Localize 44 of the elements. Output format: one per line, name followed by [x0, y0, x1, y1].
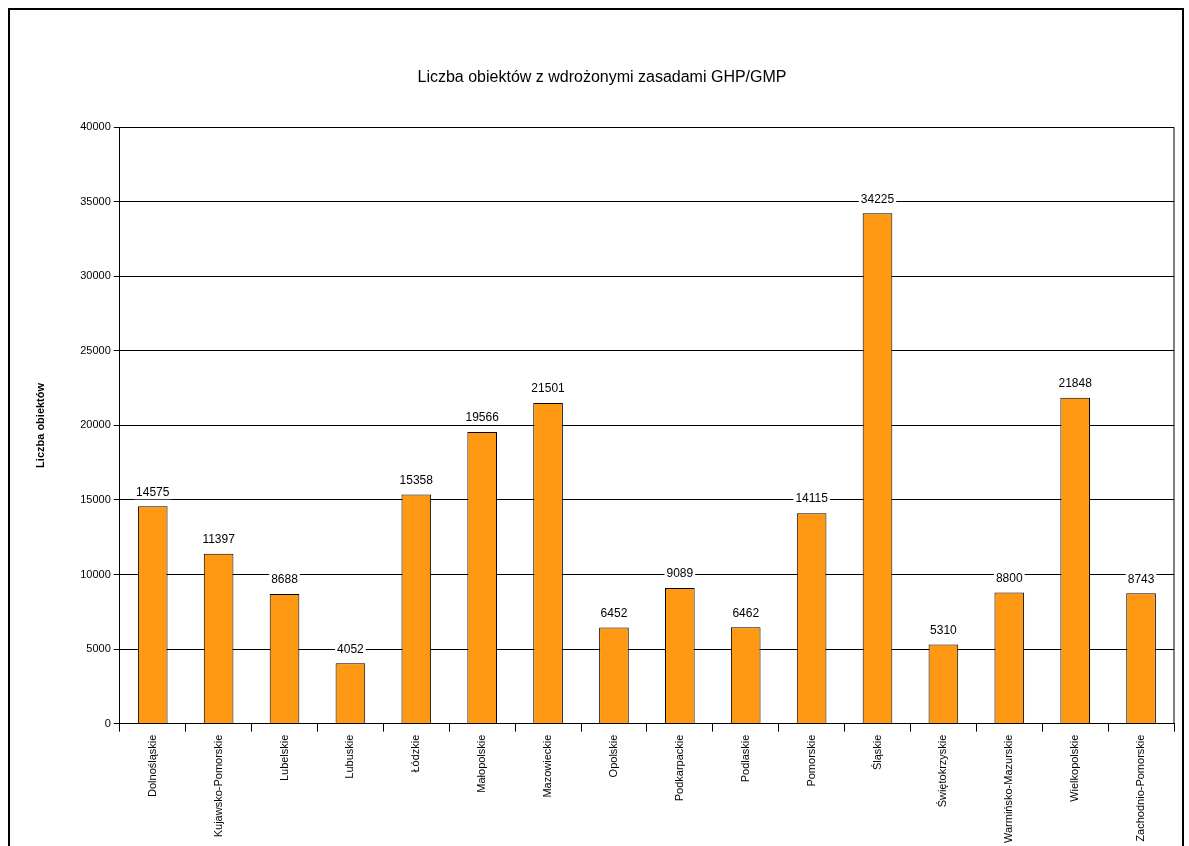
- x-tick-label: Zachodnio-Pomorskie: [1134, 734, 1147, 842]
- y-tick-label: 5000: [86, 642, 111, 655]
- x-tick-label: Wielkopolskie: [1068, 734, 1081, 802]
- x-tick-label: Małopolskie: [475, 734, 488, 793]
- x-tick-label: Lubuskie: [343, 734, 356, 779]
- data-label: 11397: [202, 532, 236, 546]
- x-tick-label: Kujawsko-Pomorskie: [211, 734, 224, 838]
- x-tick-label: Świętokrzyskie: [936, 734, 949, 808]
- x-tick-label: Pomorskie: [804, 734, 817, 787]
- data-label: 5310: [930, 622, 958, 637]
- x-tick-label: Podlaskie: [738, 734, 751, 783]
- x-tick-label: Mazowieckie: [541, 734, 554, 798]
- data-label: 19566: [465, 410, 500, 425]
- data-label: 6452: [600, 605, 628, 620]
- x-tick-label: Dolnośląskie: [145, 734, 158, 797]
- x-tick-label: Lubelskie: [277, 734, 290, 782]
- data-label: 6462: [732, 605, 760, 620]
- y-axis-title: Liczba obiektów: [33, 382, 46, 468]
- x-tick-label: Podkarpackie: [672, 734, 685, 802]
- chart-frame: Liczba obiektów Liczba obiektów z wdrożonymi zasadami GHP/GMP Dolnośląskie Kujawsko-Pomorskie Lubelskie Lubuskie Łódzkie Małopolskie Mazowieckie Opolskie Podkarpackie Podlaskie Pomorskie Śląskie Świętokrzyskie Warmińsko-Mazurskie Wielkopolskie Zachodnio-Pomorskie 0 5000 10000 15000 20000 25000 30000 35000 40000 14575 11397 8688 4052 15358 19566 21501 6452 9089 6462 14115 34225 5310 8800 21848 8743: [8, 8, 1184, 846]
- x-tick-label: Warmińsko-Mazurskie: [1002, 734, 1015, 844]
- y-tick-label: 30000: [80, 269, 111, 282]
- data-label: 34225: [860, 191, 895, 206]
- y-tick-label: 20000: [80, 418, 111, 431]
- data-label: 8800: [995, 570, 1023, 585]
- data-label: 21501: [531, 381, 566, 396]
- data-label: 9089: [666, 566, 694, 581]
- chart-title: Liczba obiektów z wdrożonymi zasadami GHP/GMP: [417, 68, 787, 86]
- x-tick-label: Łódzkie: [409, 734, 422, 773]
- x-tick-label: Śląskie: [870, 734, 883, 771]
- data-label: 21848: [1058, 376, 1093, 391]
- data-label: 15358: [399, 472, 434, 487]
- y-tick-label: 25000: [80, 343, 111, 356]
- data-label: 4052: [337, 641, 365, 656]
- y-tick-label: 0: [104, 716, 111, 729]
- data-label: 8743: [1127, 571, 1155, 586]
- y-tick-label: 15000: [80, 492, 111, 505]
- x-tick-label: Opolskie: [606, 734, 619, 778]
- y-tick-label: 10000: [80, 567, 111, 580]
- y-tick-label: 40000: [80, 120, 111, 133]
- data-label: 14115: [795, 491, 829, 506]
- data-label: 14575: [136, 484, 170, 499]
- y-tick-label: 35000: [80, 194, 111, 207]
- data-label: 8688: [271, 572, 299, 587]
